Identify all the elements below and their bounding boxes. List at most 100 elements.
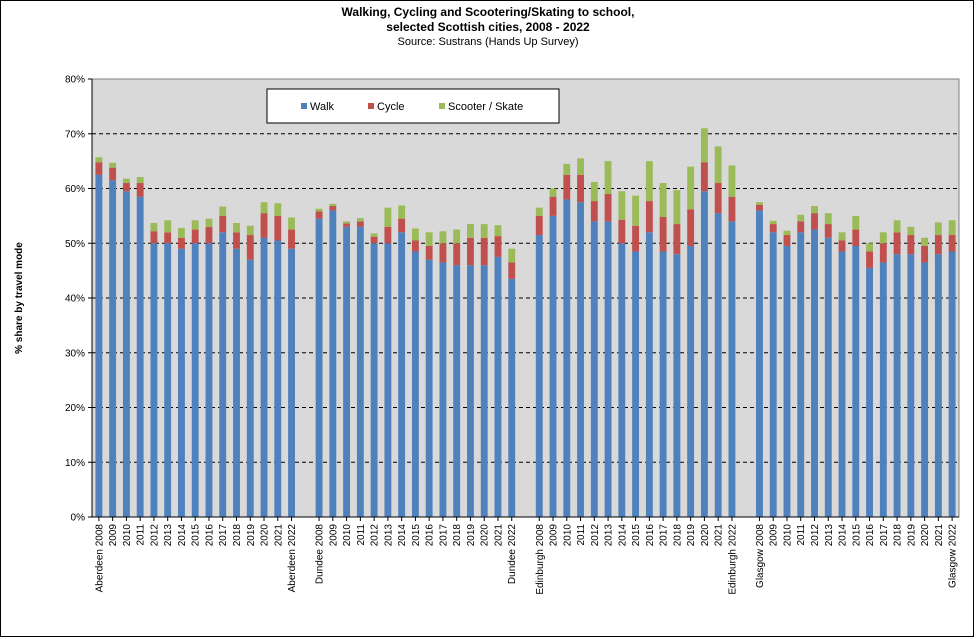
- y-tick-label: 40%: [65, 294, 85, 305]
- x-tick-label: 2016: [865, 524, 876, 547]
- bar-scooter: [315, 208, 323, 212]
- bar-cycle: [824, 224, 832, 238]
- bar-cycle: [109, 167, 117, 181]
- bar-cycle: [769, 224, 777, 233]
- x-tick-label: 2009: [108, 524, 119, 547]
- bar-scooter: [948, 220, 956, 236]
- bar-walk: [728, 221, 736, 517]
- bar-walk: [164, 243, 172, 517]
- bar-cycle: [893, 232, 901, 255]
- x-tick-label: 2014: [838, 524, 849, 547]
- bar-cycle: [494, 236, 502, 257]
- bar-scooter: [343, 221, 351, 224]
- bar-walk: [494, 256, 502, 517]
- x-tick-label: Aberdeen 2008: [94, 524, 105, 593]
- y-tick-label: 0%: [71, 513, 86, 524]
- bar-scooter: [274, 203, 282, 216]
- bar-scooter: [136, 177, 144, 184]
- bar-cycle: [315, 211, 323, 219]
- bar-scooter: [205, 218, 213, 227]
- bar-scooter: [219, 206, 227, 216]
- bar-cycle: [783, 235, 791, 246]
- bar-walk: [508, 278, 516, 517]
- bar-cycle: [425, 245, 433, 260]
- y-axis-label: % share by travel mode: [14, 242, 25, 354]
- x-tick-label: 2021: [714, 524, 725, 547]
- bar-scooter: [783, 230, 791, 236]
- bar-scooter: [893, 220, 901, 233]
- x-tick-label: 2016: [425, 524, 436, 547]
- bar-scooter: [838, 232, 846, 241]
- bar-walk: [191, 243, 199, 517]
- bar-scooter: [934, 222, 942, 236]
- bar-cycle: [700, 162, 708, 192]
- bar-cycle: [921, 245, 929, 263]
- bar-cycle: [535, 215, 543, 236]
- bar-walk: [797, 232, 805, 518]
- bar-cycle: [673, 224, 681, 255]
- bar-cycle: [453, 243, 461, 266]
- bar-cycle: [645, 201, 653, 233]
- y-tick-label: 60%: [65, 184, 85, 195]
- bar-walk: [549, 215, 557, 517]
- x-tick-label: 2021: [934, 524, 945, 547]
- bar-scooter: [494, 225, 502, 237]
- x-tick-label: 2009: [549, 524, 560, 547]
- y-tick-label: 10%: [65, 458, 85, 469]
- bar-cycle: [934, 235, 942, 255]
- x-tick-label: 2020: [700, 524, 711, 547]
- bar-scooter: [246, 225, 254, 236]
- bar-cycle: [122, 183, 130, 192]
- bar-scooter: [549, 188, 557, 197]
- bar-scooter: [260, 202, 268, 214]
- x-tick-label: 2020: [260, 524, 271, 547]
- bar-walk: [205, 243, 213, 517]
- legend: Walk Cycle Scooter / Skate: [266, 88, 560, 124]
- bar-scooter: [191, 220, 199, 230]
- bar-scooter: [632, 195, 640, 226]
- bar-walk: [288, 248, 295, 517]
- bar-scooter: [384, 207, 392, 227]
- bar-cycle: [288, 229, 295, 249]
- x-tick-label: 2010: [562, 524, 573, 547]
- bar-walk: [659, 251, 667, 517]
- bar-walk: [411, 251, 419, 517]
- x-tick-label: 2016: [645, 524, 656, 547]
- x-tick-label: 2012: [149, 524, 160, 547]
- x-tick-label: 2010: [782, 524, 793, 547]
- legend-label-scooter: Scooter / Skate: [448, 101, 523, 113]
- bar-walk: [467, 265, 474, 517]
- bar-walk: [370, 243, 378, 517]
- bar-scooter: [453, 229, 461, 244]
- x-tick-label: 2016: [204, 524, 215, 547]
- legend-label-cycle: Cycle: [377, 101, 405, 113]
- bar-scooter: [480, 224, 488, 238]
- bar-cycle: [164, 232, 172, 244]
- x-tick-label: Glasgow 2022: [948, 524, 959, 588]
- bar-walk: [866, 267, 873, 517]
- bar-scooter: [329, 203, 337, 207]
- bar-scooter: [714, 146, 722, 184]
- bar-walk: [453, 265, 461, 517]
- x-tick-label: Dundee 2022: [507, 524, 518, 584]
- bar-scooter: [824, 213, 832, 225]
- x-tick-label: 2009: [769, 524, 780, 547]
- legend-label-walk: Walk: [310, 101, 335, 113]
- chart-subtitle: Source: Sustrans (Hands Up Survey): [398, 36, 579, 48]
- x-tick-label: Dundee 2008: [315, 524, 326, 584]
- bar-walk: [879, 262, 887, 517]
- x-tick-label: 2017: [438, 524, 449, 547]
- x-tick-label: 2010: [122, 524, 133, 547]
- bar-scooter: [645, 161, 653, 202]
- bar-scooter: [577, 158, 584, 175]
- bar-cycle: [659, 216, 667, 252]
- x-tick-label: 2012: [370, 524, 381, 547]
- y-tick-label: 30%: [65, 348, 85, 359]
- bar-walk: [687, 245, 695, 518]
- x-tick-label: 2019: [466, 524, 477, 547]
- x-tick-label: 2013: [163, 524, 174, 547]
- x-tick-label: 2015: [631, 524, 642, 547]
- x-tick-label: 2012: [810, 524, 821, 547]
- bar-walk: [260, 237, 268, 517]
